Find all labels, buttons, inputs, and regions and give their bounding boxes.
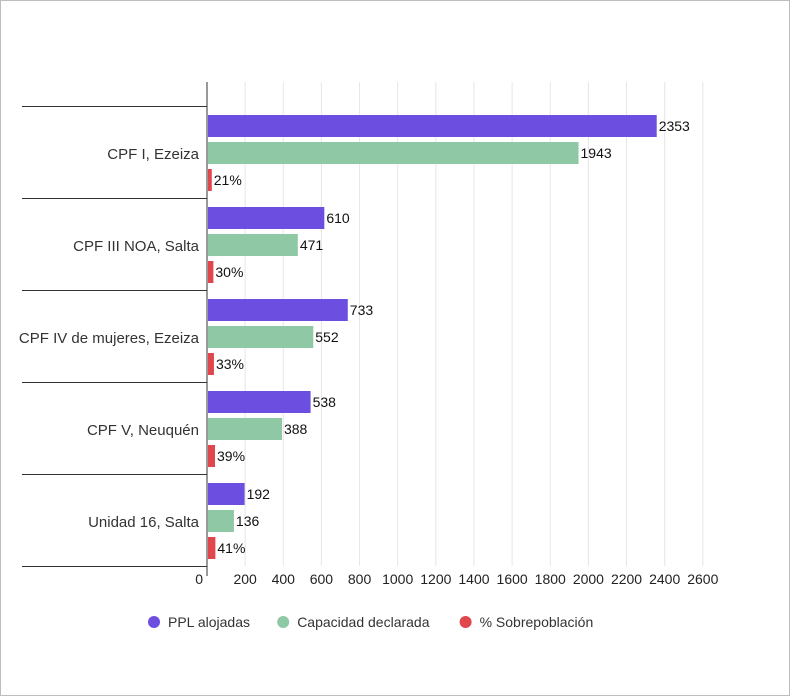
legend-label-2: % Sobrepoblación [480, 614, 594, 630]
bar-1-4 [208, 510, 234, 532]
x-tick-label: 1800 [535, 571, 566, 587]
data-label: 733 [350, 302, 374, 318]
x-tick-label: 800 [348, 571, 372, 587]
legend-swatch-1 [277, 616, 290, 628]
bar-1-2 [208, 326, 314, 348]
category-label: CPF I, Ezeiza [107, 146, 199, 163]
x-tick-label: 2000 [573, 571, 604, 587]
legend-label-0: PPL alojadas [168, 614, 250, 630]
data-label: 388 [284, 421, 308, 437]
data-label: 41% [217, 540, 245, 556]
bar-2-3 [208, 445, 216, 467]
legend-swatch-2 [459, 616, 472, 628]
bar-1-0 [208, 142, 579, 164]
bar-0-3 [208, 391, 311, 413]
bar-2-1 [208, 261, 214, 283]
bar-1-3 [208, 418, 282, 440]
legend-swatch-0 [148, 616, 160, 628]
bar-2-4 [208, 537, 216, 559]
data-label: 2353 [659, 118, 690, 134]
x-tick-label: 600 [310, 571, 334, 587]
x-tick-label: 1000 [382, 571, 413, 587]
bar-0-0 [208, 115, 657, 137]
data-label: 21% [214, 172, 242, 188]
x-tick-label: 2400 [649, 571, 680, 587]
x-tick-label: 1400 [458, 571, 489, 587]
data-label: 471 [300, 237, 324, 253]
x-tick-label: 1200 [420, 571, 451, 587]
x-tick-label: 2600 [687, 571, 718, 587]
x-tick-label: 1600 [497, 571, 528, 587]
category-label: CPF IV de mujeres, Ezeiza [19, 330, 200, 347]
x-tick-label: 2200 [611, 571, 642, 587]
bar-0-1 [208, 207, 325, 229]
data-label: 1943 [581, 145, 612, 161]
x-tick-label: 0 [195, 571, 203, 587]
data-label: 552 [315, 329, 339, 345]
x-tick-label: 200 [233, 571, 257, 587]
data-label: 192 [247, 486, 271, 502]
data-label: 610 [326, 210, 350, 226]
data-label: 538 [313, 394, 337, 410]
data-label: 39% [217, 448, 245, 464]
data-label: 136 [236, 513, 260, 529]
category-label: CPF V, Neuquén [87, 422, 199, 439]
category-label: Unidad 16, Salta [88, 514, 200, 531]
bar-0-2 [208, 299, 348, 321]
data-label: 33% [216, 356, 244, 372]
bar-2-2 [208, 353, 214, 375]
bar-2-0 [208, 169, 212, 191]
x-tick-label: 400 [272, 571, 296, 587]
category-label: CPF III NOA, Salta [73, 238, 200, 255]
bar-1-1 [208, 234, 298, 256]
legend-label-1: Capacidad declarada [297, 614, 430, 630]
bar-0-4 [208, 483, 245, 505]
data-label: 30% [215, 264, 243, 280]
